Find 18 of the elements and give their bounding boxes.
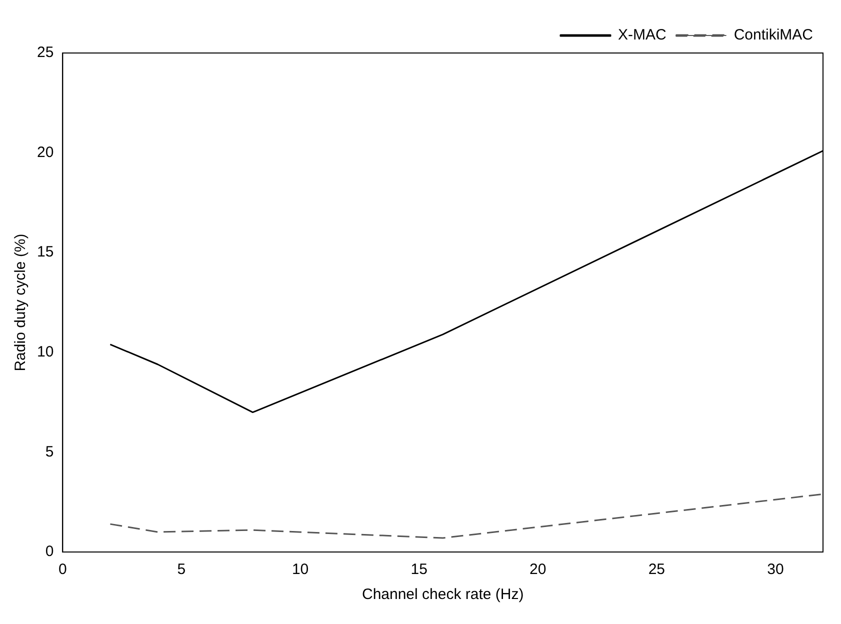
x-tick-label: 10 (292, 561, 309, 578)
x-tick-label: 20 (530, 561, 546, 578)
y-tick-label: 20 (36, 144, 54, 161)
x-tick-label: 5 (177, 561, 186, 578)
x-tick-label: 25 (648, 561, 666, 578)
y-tick-label: 15 (36, 244, 54, 261)
y-tick-label: 0 (45, 543, 54, 560)
y-tick-label: 10 (36, 344, 54, 361)
x-tick-label: 30 (767, 561, 784, 578)
y-axis-title: Radio duty cycle (%) (12, 234, 30, 372)
legend-label: ContikiMAC (734, 26, 814, 44)
x-tick-label: 0 (58, 561, 67, 578)
line-series (109, 493, 823, 539)
y-tick-label: 5 (45, 443, 54, 460)
legend-label: X-MAC (618, 26, 666, 44)
y-tick-label: 25 (36, 44, 54, 62)
x-tick-label: 15 (410, 561, 428, 578)
x-axis-title: Channel check rate (Hz) (362, 586, 524, 604)
